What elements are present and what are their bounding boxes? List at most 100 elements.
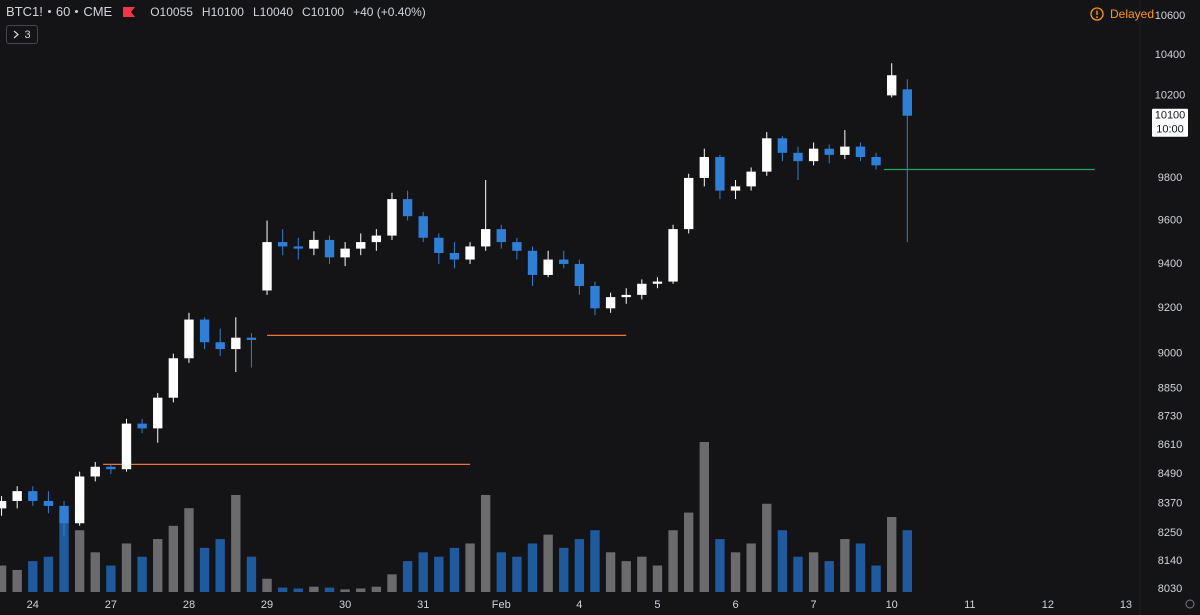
candle-body — [199, 319, 210, 343]
x-tick-label: 27 — [105, 599, 117, 611]
candle-body — [324, 239, 335, 258]
volume-bar — [777, 530, 788, 592]
candle-body — [74, 476, 85, 524]
ohlc-close: C10100 — [302, 5, 344, 19]
volume-bar — [637, 556, 647, 592]
candle-body — [293, 246, 303, 249]
volume-bar — [293, 588, 303, 592]
last-price-box — [1152, 108, 1188, 137]
volume-bar — [184, 508, 194, 592]
candle-body — [480, 229, 491, 247]
indicators-toggle[interactable]: 3 — [6, 25, 38, 44]
volume-bar — [199, 547, 210, 592]
volume-bar — [340, 589, 350, 592]
candle-body — [340, 248, 350, 258]
candle-body — [277, 242, 288, 247]
volume-bar — [106, 565, 116, 592]
y-tick-label: 9800 — [1158, 172, 1182, 184]
volume-bar — [137, 556, 147, 592]
volume-bar — [418, 552, 428, 592]
candle-body — [715, 156, 725, 191]
y-tick-label: 8850 — [1158, 382, 1182, 394]
volume-bar — [902, 530, 912, 592]
y-tick-label: 9000 — [1158, 348, 1182, 360]
volume-bar — [231, 494, 241, 592]
x-tick-label: 29 — [261, 599, 273, 611]
volume-bar — [512, 556, 522, 592]
candle-body — [184, 319, 194, 359]
x-tick-label: 7 — [811, 599, 817, 611]
label: H — [201, 4, 211, 19]
ohlc-high: H10100 — [202, 5, 244, 19]
volume-bar — [590, 530, 600, 592]
ohlc-open: O10055 — [150, 5, 193, 19]
volume-bar — [59, 512, 69, 592]
candle-body — [231, 337, 241, 350]
candle-body — [0, 500, 7, 509]
y-tick-label: 8030 — [1158, 583, 1182, 595]
candle-body — [887, 75, 897, 96]
volume-bar — [621, 561, 631, 592]
volume-bar — [43, 556, 54, 592]
x-tick-label: 31 — [417, 599, 429, 611]
x-tick-label: 4 — [576, 599, 582, 611]
candle-body — [684, 177, 694, 230]
value: 10100 — [210, 4, 244, 19]
volume-bar — [449, 547, 460, 592]
volume-bar — [480, 494, 491, 592]
volume-bar — [762, 503, 772, 592]
candle-body — [840, 146, 850, 155]
warning-icon — [1090, 7, 1104, 21]
label: L — [252, 4, 260, 19]
flag-icon[interactable] — [123, 6, 136, 17]
label: O — [150, 4, 160, 19]
volume-bar — [153, 539, 163, 592]
volume-bar — [215, 539, 225, 592]
volume-bar — [324, 587, 335, 592]
symbol: BTC1! — [6, 4, 43, 19]
exchange: CME — [83, 4, 113, 19]
y-tick-label: 10200 — [1155, 89, 1186, 101]
candle-body — [309, 239, 319, 249]
volume-bar — [543, 534, 553, 592]
candle-body — [496, 229, 506, 243]
volume-bar — [730, 552, 741, 592]
candle-body — [605, 297, 616, 309]
volume-bar — [90, 552, 100, 592]
y-tick-label: 10600 — [1155, 10, 1186, 22]
volume-bar — [434, 556, 444, 592]
candle-body — [121, 423, 132, 470]
candle-body — [808, 148, 819, 162]
candle-body — [28, 491, 38, 501]
interval: 60 — [55, 4, 71, 19]
candle-body — [746, 171, 756, 187]
y-tick-label: 8490 — [1158, 468, 1182, 480]
volume-bar — [668, 530, 678, 592]
header: BTC1! 60 CME O10055 H10100 L10040 C10100… — [6, 4, 430, 19]
volume-bar — [808, 552, 819, 592]
volume-bar — [699, 442, 709, 592]
candle-body — [43, 500, 54, 506]
y-tick-label: 8610 — [1158, 439, 1182, 451]
volume-bar — [871, 565, 881, 592]
volume-bar — [262, 578, 272, 592]
candle-body — [590, 286, 600, 309]
x-tick-label: 24 — [27, 599, 39, 611]
candle-body — [356, 242, 366, 249]
x-tick-label: Feb — [492, 599, 511, 611]
x-tick-label: 5 — [654, 599, 660, 611]
volume-bar — [574, 539, 585, 592]
settings-icon[interactable] — [1185, 599, 1195, 609]
x-tick-label: 11 — [964, 599, 975, 611]
candle-body — [793, 152, 803, 162]
delayed-badge[interactable]: Delayed — [1090, 7, 1154, 21]
volume-bar — [387, 574, 397, 592]
volume-bar — [605, 552, 616, 592]
volume-bar — [168, 525, 179, 592]
candle-body — [762, 138, 772, 172]
chevron-icon — [14, 30, 20, 39]
candle-body — [777, 138, 788, 153]
candle-body — [559, 259, 569, 264]
